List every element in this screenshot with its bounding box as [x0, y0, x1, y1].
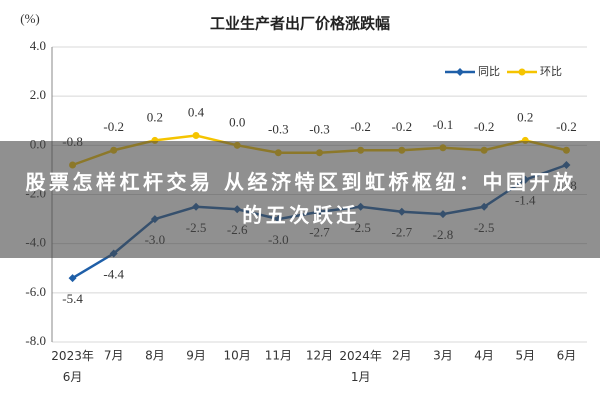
x-tick-label: 12月	[306, 349, 333, 363]
y-axis-label: (%)	[20, 11, 40, 26]
x-tick-label: 8月	[145, 349, 165, 363]
point	[192, 132, 200, 139]
y-tick-label: 4.0	[30, 38, 46, 53]
legend-label: 同比	[478, 65, 500, 78]
x-tick-label: 6月	[557, 349, 577, 363]
data-label: 0.2	[517, 109, 533, 124]
data-label: -0.2	[474, 119, 495, 134]
data-label: -5.4	[62, 291, 83, 306]
data-label: 0.0	[229, 114, 245, 129]
legend-label: 环比	[540, 65, 562, 78]
x-tick-label: 5月	[515, 349, 535, 363]
x-tick-label: 7月	[104, 349, 124, 363]
data-label: -0.2	[103, 119, 124, 134]
legend-marker	[518, 68, 526, 76]
x-tick-label: 3月	[433, 349, 453, 363]
data-label: -0.2	[350, 119, 371, 134]
banner-background	[0, 141, 600, 258]
data-label: -0.2	[556, 119, 577, 134]
data-label: 0.2	[147, 109, 163, 124]
y-tick-label: 2.0	[30, 87, 46, 102]
data-label: -0.3	[309, 122, 330, 137]
x-tick-label: 2月	[392, 349, 412, 363]
y-tick-label: -6.0	[25, 284, 46, 299]
data-label: -0.2	[392, 119, 413, 134]
point	[68, 274, 77, 283]
chart-title: 工业生产者出厂价格涨跌幅	[210, 15, 390, 33]
x-tick-label: 10月	[224, 349, 251, 363]
legend-marker	[456, 68, 464, 76]
banner-text: 股票怎样杠杆交易 从经济特区到虹桥枢纽：中国开放的五次跃迁	[25, 170, 577, 227]
x-tick-label: 9月	[186, 349, 206, 363]
x-tick-label: 11月	[265, 349, 292, 363]
x-tick-label: 4月	[474, 349, 494, 363]
y-tick-label: -8.0	[25, 333, 46, 348]
data-label: -0.1	[433, 117, 454, 132]
data-label: -0.3	[268, 122, 289, 137]
data-label: 0.4	[188, 104, 205, 119]
x-tick-label: 2024年 1月	[339, 349, 382, 384]
data-label: -4.4	[103, 266, 124, 281]
x-tick-label: 2023年 6月	[51, 349, 94, 384]
